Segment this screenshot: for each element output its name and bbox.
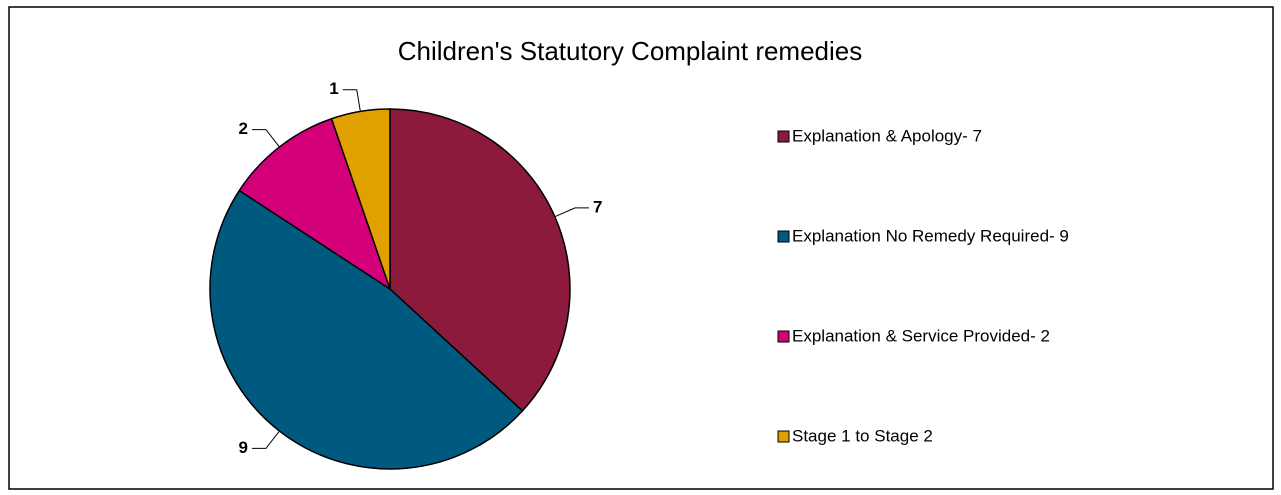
data-label: 7 — [593, 197, 602, 216]
pie-slice — [330, 108, 391, 290]
data-label: 2 — [238, 119, 247, 138]
legend-label: Explanation & Service Provided- 2 — [792, 326, 1050, 345]
data-label: 1 — [329, 79, 338, 98]
legend-swatch — [777, 430, 790, 443]
legend-label: Stage 1 to Stage 2 — [792, 426, 933, 445]
leader-line — [251, 430, 280, 449]
chart-title: Children's Statutory Complaint remedies — [398, 36, 863, 66]
chart-border — [8, 6, 1274, 490]
leader-line — [342, 89, 361, 112]
pie-slice — [238, 117, 392, 291]
leader-line — [554, 207, 589, 218]
leader-line — [251, 129, 280, 148]
data-label: 9 — [238, 438, 247, 457]
legend-swatch — [777, 330, 790, 343]
legend-swatch — [777, 130, 790, 143]
legend-swatch — [777, 230, 790, 243]
legend-label: Explanation No Remedy Required- 9 — [792, 226, 1069, 245]
legend-label: Explanation & Apology- 7 — [792, 126, 982, 145]
